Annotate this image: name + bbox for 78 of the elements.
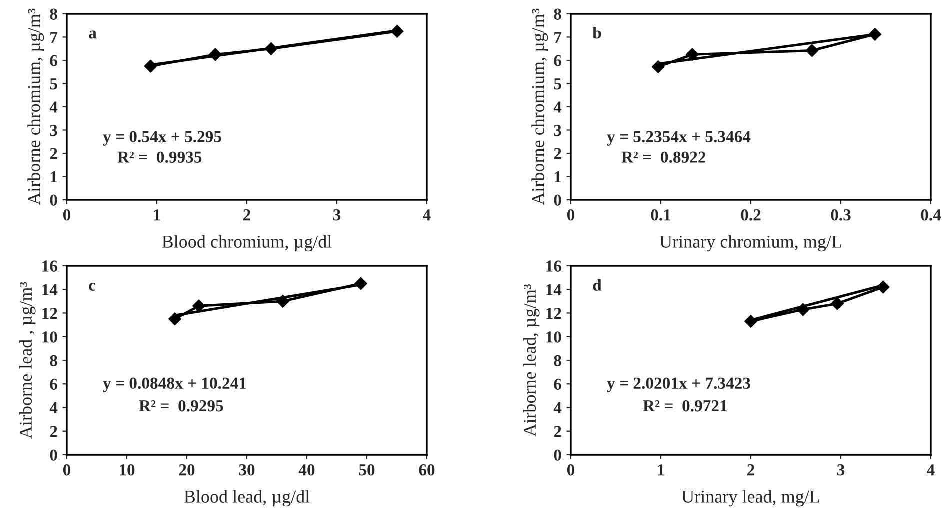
y-axis-title: Airborne lead , µg/m³ bbox=[19, 282, 36, 439]
y-axis-title: Airborne chromium, µg/m³ bbox=[532, 8, 548, 206]
x-tick-label: 0.1 bbox=[651, 210, 671, 221]
y-tick-label: 6 bbox=[554, 55, 562, 66]
y-tick-label: 10 bbox=[42, 332, 58, 343]
y-tick-label: 2 bbox=[554, 148, 562, 160]
x-axis-title: Urinary lead, mg/L bbox=[682, 490, 820, 507]
annotation: y = 5.2354x + 5.3464 bbox=[607, 131, 751, 146]
x-tick-label: 30 bbox=[239, 464, 255, 476]
x-tick-label: 4 bbox=[423, 210, 431, 221]
x-axis-title: Blood chromium, µg/dl bbox=[162, 235, 332, 252]
y-tick-label: 1 bbox=[554, 172, 562, 183]
text: c bbox=[89, 282, 96, 291]
y-tick-label: 6 bbox=[554, 378, 562, 390]
annotation: R² = 0.9295 bbox=[139, 400, 224, 412]
y-tick-label: 3 bbox=[554, 124, 562, 136]
annotation: R² = 0.9935 bbox=[118, 152, 202, 164]
x-tick-label: 1 bbox=[658, 464, 664, 476]
y-tick-label: 7 bbox=[50, 32, 58, 44]
y-tick-label: 2 bbox=[50, 148, 58, 160]
x-axis-title: Urinary chromium, mg/L bbox=[660, 235, 842, 252]
y-tick-label: 16 bbox=[546, 260, 562, 272]
y-tick-label: 4 bbox=[50, 402, 58, 414]
y-tick-label: 16 bbox=[42, 260, 58, 272]
y-tick-label: 3 bbox=[50, 124, 58, 136]
y-axis-title: Airborne lead, µg/m³ bbox=[523, 284, 540, 437]
x-tick-label: 0.3 bbox=[831, 210, 851, 221]
annotation: R² = 0.9721 bbox=[643, 400, 727, 412]
y-tick-label: 12 bbox=[546, 308, 562, 320]
x-tick-label: 0 bbox=[63, 210, 71, 221]
y-tick-label: 8 bbox=[50, 8, 58, 20]
y-tick-label: 14 bbox=[42, 284, 58, 296]
text: d bbox=[593, 279, 602, 291]
y-tick-label: 0 bbox=[50, 450, 58, 461]
annotation: y = 2.0201x + 7.3423 bbox=[607, 378, 750, 392]
x-tick-label: 2 bbox=[244, 210, 250, 221]
y-tick-label: 4 bbox=[554, 402, 562, 414]
y-tick-label: 6 bbox=[50, 378, 58, 390]
x-tick-label: 2 bbox=[748, 464, 754, 476]
y-tick-label: 4 bbox=[50, 102, 58, 113]
y-tick-label: 12 bbox=[42, 308, 58, 320]
y-tick-label: 0 bbox=[554, 194, 562, 206]
x-axis-title: Blood lead, µg/dl bbox=[184, 490, 310, 507]
y-tick-label: 1 bbox=[50, 172, 58, 183]
annotation: R² = 0.8922 bbox=[622, 152, 706, 164]
x-tick-label: 0.4 bbox=[921, 210, 942, 221]
y-tick-label: 2 bbox=[50, 426, 58, 438]
y-tick-label: 5 bbox=[554, 78, 562, 90]
y-tick-label: 8 bbox=[554, 8, 562, 20]
x-tick-label: 3 bbox=[837, 464, 845, 476]
x-tick-label: 3 bbox=[333, 210, 341, 221]
y-tick-label: 7 bbox=[554, 32, 562, 44]
y-tick-label: 4 bbox=[554, 102, 562, 113]
x-tick-label: 60 bbox=[419, 464, 435, 476]
y-tick-label: 0 bbox=[50, 194, 58, 206]
x-tick-label: 1 bbox=[154, 210, 160, 221]
x-tick-label: 50 bbox=[359, 464, 375, 476]
text: b bbox=[592, 27, 602, 39]
x-tick-label: 0.2 bbox=[741, 210, 761, 221]
x-tick-label: 20 bbox=[179, 464, 195, 476]
y-tick-label: 5 bbox=[50, 78, 58, 90]
text: a bbox=[89, 30, 97, 39]
annotation: y = 0.0848x + 10.241 bbox=[103, 378, 246, 392]
x-tick-label: 4 bbox=[927, 464, 935, 476]
x-tick-label: 0 bbox=[567, 210, 575, 221]
annotation: y = 0.54x + 5.295 bbox=[103, 131, 222, 146]
y-tick-label: 14 bbox=[546, 284, 562, 296]
x-tick-label: 0 bbox=[567, 464, 575, 476]
y-tick-label: 6 bbox=[50, 55, 58, 66]
x-tick-label: 40 bbox=[298, 464, 315, 476]
y-axis-title: Airborne chromium, µg/m³ bbox=[28, 8, 44, 206]
x-tick-label: 10 bbox=[120, 464, 135, 476]
y-tick-label: 8 bbox=[554, 355, 562, 366]
x-tick-label: 0 bbox=[63, 464, 71, 476]
y-tick-label: 2 bbox=[554, 426, 562, 438]
y-tick-label: 8 bbox=[50, 355, 58, 366]
y-tick-label: 0 bbox=[554, 450, 562, 461]
y-tick-label: 10 bbox=[546, 332, 562, 343]
